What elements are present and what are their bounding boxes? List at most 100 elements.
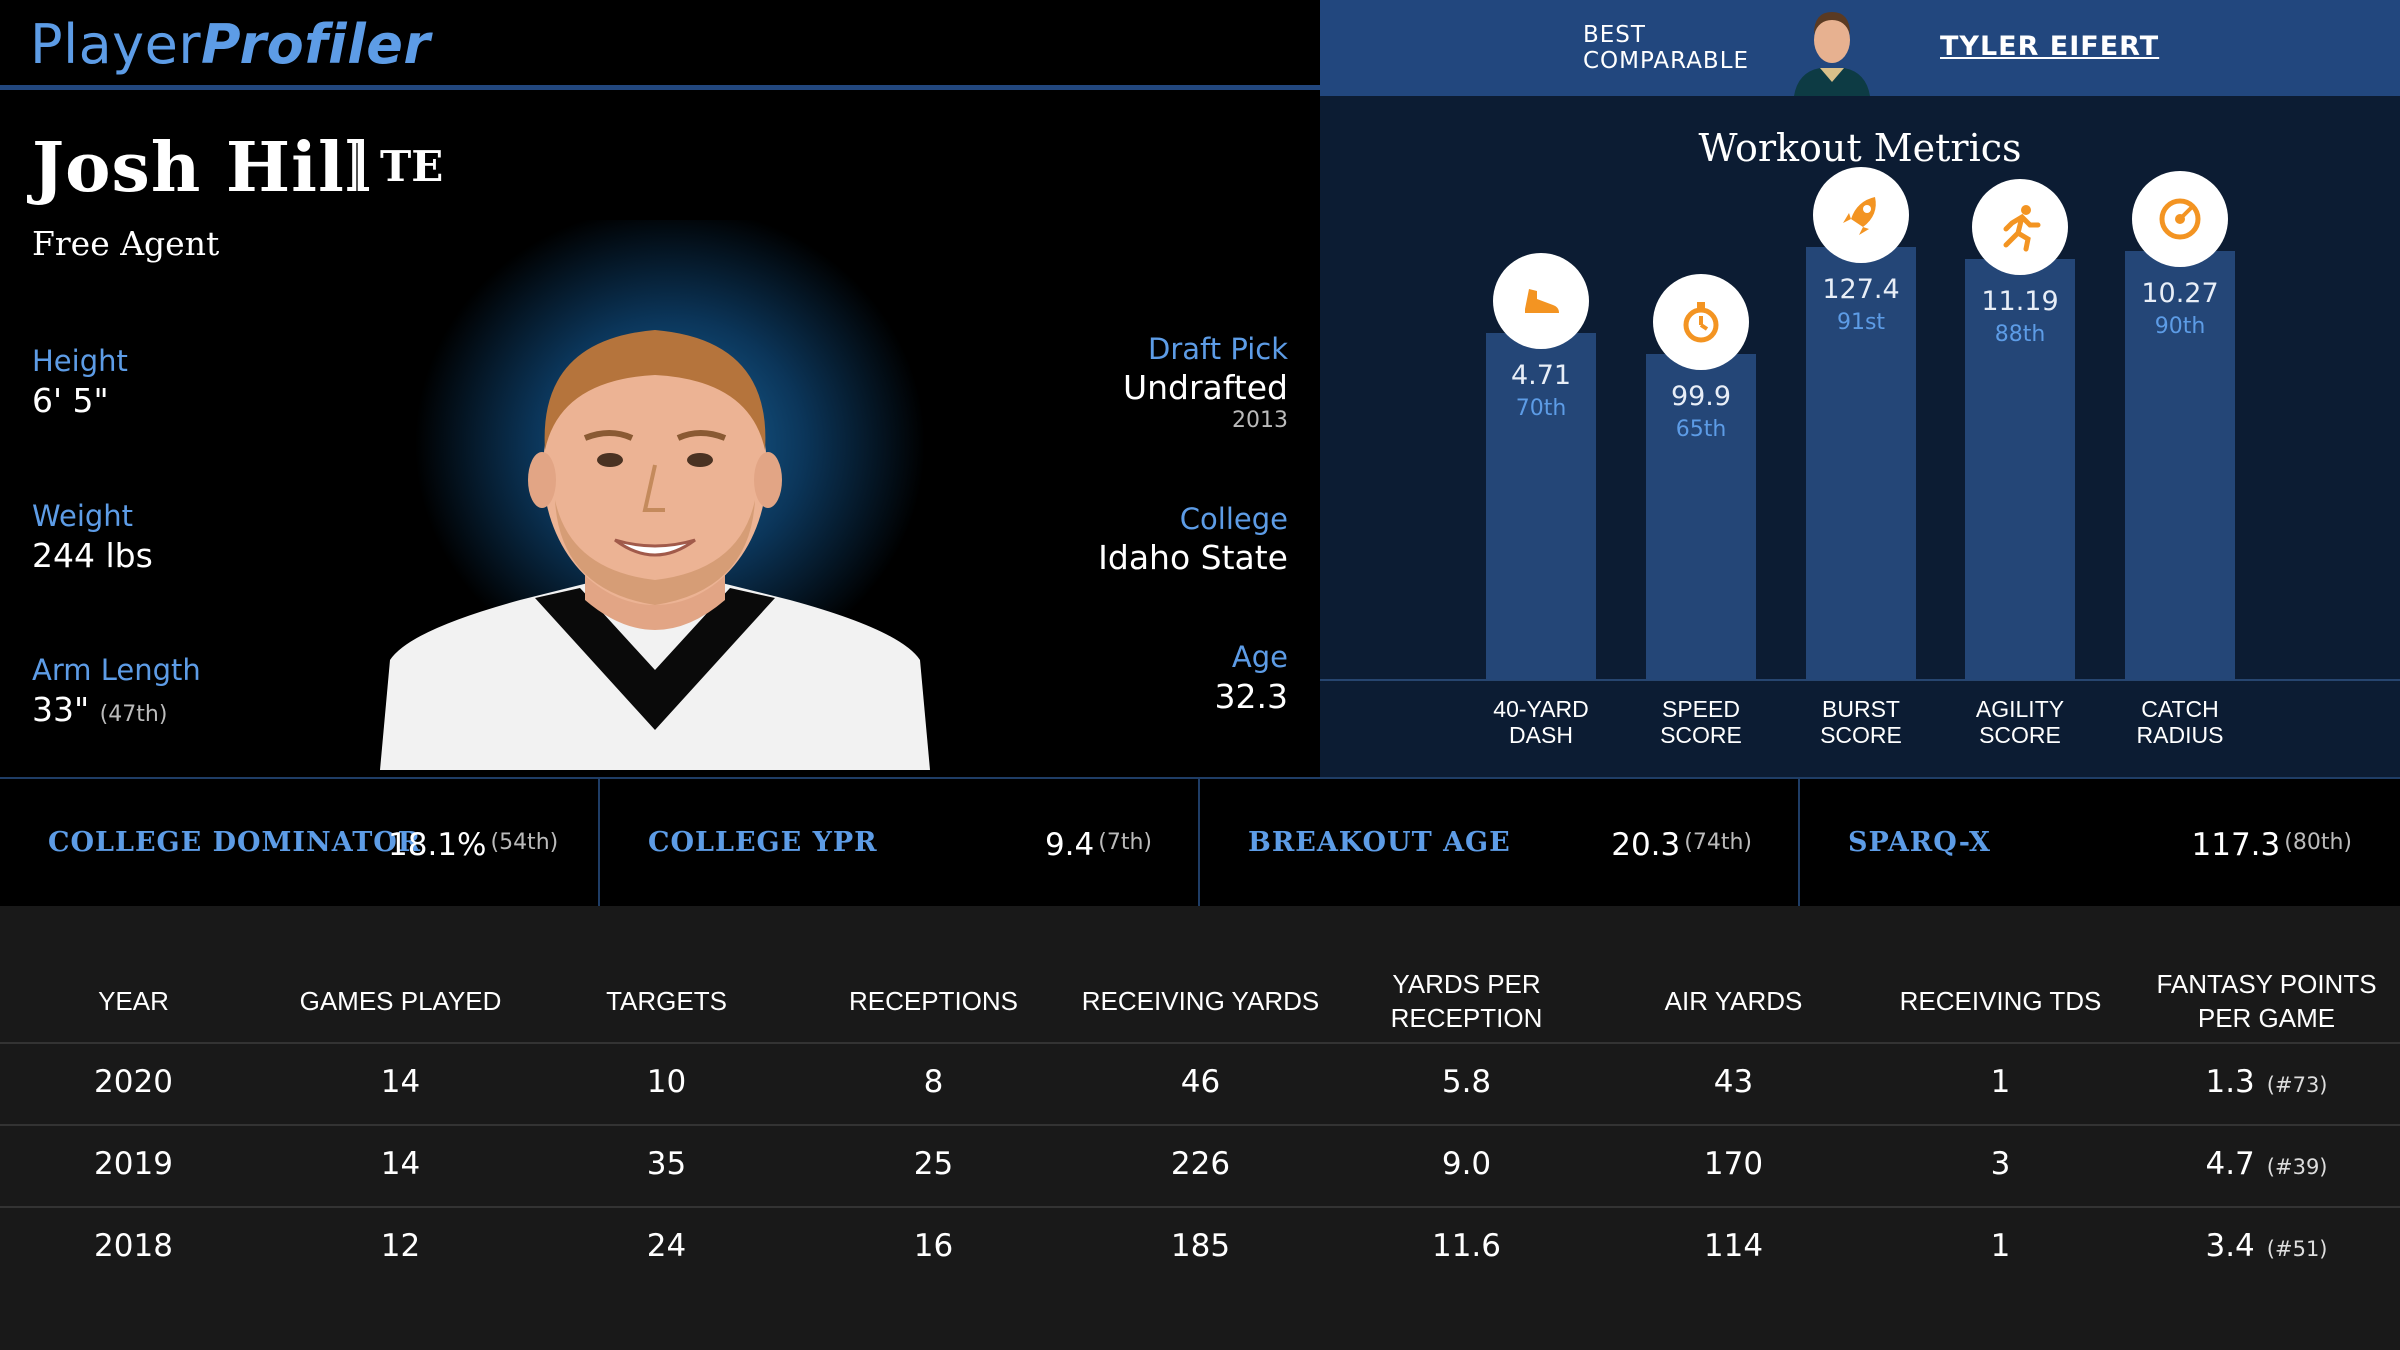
table-row: 2020 14 10 8 46 5.8 43 1 1.3 (#73) <box>0 1044 2400 1124</box>
metric-label: 40-YARD DASH <box>1456 696 1626 748</box>
metric-bar <box>1965 259 2075 680</box>
adv-rank: (54th) <box>490 830 559 855</box>
row-divider <box>0 1124 2400 1126</box>
metric-icon-circle <box>1972 179 2068 275</box>
weight-label: Weight <box>32 499 134 533</box>
adv-value: 18.1% (54th) <box>388 823 558 865</box>
adv-divider <box>1198 779 1200 906</box>
comparable-player-link[interactable]: TYLER EIFERT <box>1940 31 2160 62</box>
table-cell: 170 <box>1703 1146 1764 1182</box>
adv-divider <box>598 779 600 906</box>
table-cell: 1 <box>1990 1064 2011 1100</box>
table-cell: 35 <box>646 1146 687 1182</box>
table-cell: 2018 <box>94 1228 173 1264</box>
comparable-player-avatar[interactable] <box>1790 6 1874 96</box>
table-header[interactable]: YEAR <box>98 986 169 1016</box>
advanced-stats-strip: COLLEGE DOMINATOR 18.1% (54th) COLLEGE YP… <box>0 777 2400 906</box>
table-cell: 3 <box>1990 1146 2011 1182</box>
metric-bar <box>2125 251 2235 680</box>
table-cell: 46 <box>1180 1064 1221 1100</box>
draft-pick-label: Draft Pick <box>1148 332 1288 366</box>
table-row: 2018 12 24 16 185 11.6 114 1 3.4 (#51) <box>0 1208 2400 1288</box>
table-cell: 43 <box>1713 1064 1754 1100</box>
metric-value: 4.71 <box>1510 360 1572 391</box>
table-cell: 14 <box>380 1064 421 1100</box>
table-header[interactable]: RECEIVING YARDS <box>1081 986 1320 1016</box>
metric-icon-circle <box>1493 253 1589 349</box>
metric-label: BURST SCORE <box>1776 696 1946 748</box>
table-cell: 2020 <box>94 1064 173 1100</box>
metric-label-line2: SCORE <box>1820 722 1902 748</box>
adv-college-dominator: COLLEGE DOMINATOR 18.1% (54th) <box>0 779 600 906</box>
player-position: TE <box>380 142 444 191</box>
adv-rank: (80th) <box>2284 830 2352 855</box>
metric-label-line1: BURST <box>1822 696 1900 722</box>
metric-label-line1: 40-YARD <box>1493 696 1589 722</box>
table-cell: 25 <box>913 1146 954 1182</box>
shoe-icon <box>1525 289 1559 313</box>
adv-value: 117.3 (80th) <box>2192 823 2352 865</box>
stopwatch-icon <box>1683 302 1719 343</box>
target-icon <box>2159 198 2201 240</box>
table-cell: 16 <box>913 1228 954 1264</box>
table-header[interactable]: RECEIVING TDS <box>1899 986 2102 1016</box>
age-value: 32.3 <box>1214 677 1288 716</box>
metric-label-line2: SCORE <box>1660 722 1742 748</box>
table-header[interactable]: RECEPTIONS <box>848 986 1019 1016</box>
weight-value: 244 lbs <box>32 536 153 575</box>
fantasy-rank: (#39) <box>2266 1155 2328 1179</box>
metric-percentile: 91st <box>1836 310 1886 335</box>
table-cell: 1 <box>1990 1228 2011 1264</box>
metric-icon-circle <box>1813 167 1909 263</box>
metric-label-line1: SPEED <box>1662 696 1740 722</box>
metric-label: SPEED SCORE <box>1616 696 1786 748</box>
metric-label-line1: CATCH <box>2141 696 2219 722</box>
college-value: Idaho State <box>1098 538 1288 577</box>
table-cell: 114 <box>1703 1228 1764 1264</box>
adv-label: BREAKOUT AGE <box>1248 827 1511 858</box>
table-cell: 226 <box>1170 1146 1231 1182</box>
metric-icon-circle <box>1653 274 1749 370</box>
table-header[interactable]: TARGETS <box>606 986 727 1016</box>
fantasy-points: 4.7 <box>2205 1146 2255 1182</box>
table-cell: 8 <box>923 1064 944 1100</box>
logo-bar: PlayerProfiler <box>0 0 1320 90</box>
adv-value-number: 18.1% <box>388 827 487 863</box>
metric-label-line2: SCORE <box>1979 722 2061 748</box>
metric-value: 127.4 <box>1822 274 1900 305</box>
adv-college-ypr: COLLEGE YPR 9.4 (7th) <box>600 779 1200 906</box>
table-header[interactable]: FANTASY POINTS PER GAME <box>2156 969 2377 1033</box>
adv-label: COLLEGE DOMINATOR <box>48 827 422 858</box>
table-header[interactable]: AIR YARDS <box>1664 986 1803 1016</box>
metric-icon-circle <box>2132 171 2228 267</box>
draft-pick-value: Undrafted <box>1122 368 1288 407</box>
draft-year: 2013 <box>1232 408 1288 433</box>
metric-bar <box>1646 354 1756 680</box>
table-cell: 11.6 <box>1431 1228 1502 1264</box>
best-comparable-bar: BEST COMPARABLE TYLER EIFERT <box>1320 0 2400 96</box>
metric-percentile: 70th <box>1515 396 1567 421</box>
position-divider <box>356 143 358 191</box>
table-header[interactable]: YARDS PER RECEPTION <box>1390 969 1543 1033</box>
table-header[interactable]: GAMES PLAYED <box>299 986 502 1016</box>
fantasy-points: 3.4 <box>2205 1228 2255 1264</box>
metric-value: 11.19 <box>1981 286 2059 317</box>
arm-length: 33" <box>32 690 90 729</box>
arm-length-value: 33" (47th) <box>32 688 167 737</box>
player-headshot <box>380 330 930 770</box>
metric-percentile: 90th <box>2154 314 2206 339</box>
table-cell: 5.8 <box>1441 1064 1492 1100</box>
table-row: 2019 14 35 25 226 9.0 170 3 4.7 (#39) <box>0 1126 2400 1206</box>
row-divider <box>0 1206 2400 1208</box>
metric-label-line2: DASH <box>1509 722 1573 748</box>
adv-label: COLLEGE YPR <box>648 827 878 858</box>
logo-part1: Player <box>30 13 202 76</box>
row-divider <box>0 1042 2400 1044</box>
metric-value: 10.27 <box>2141 278 2219 309</box>
adv-value-number: 117.3 <box>2191 827 2281 863</box>
adv-divider <box>1798 779 1800 906</box>
adv-value-number: 9.4 <box>1044 827 1095 863</box>
college-label: College <box>1179 502 1288 536</box>
site-logo[interactable]: PlayerProfiler <box>30 14 430 76</box>
metric-value: 99.9 <box>1670 381 1732 412</box>
